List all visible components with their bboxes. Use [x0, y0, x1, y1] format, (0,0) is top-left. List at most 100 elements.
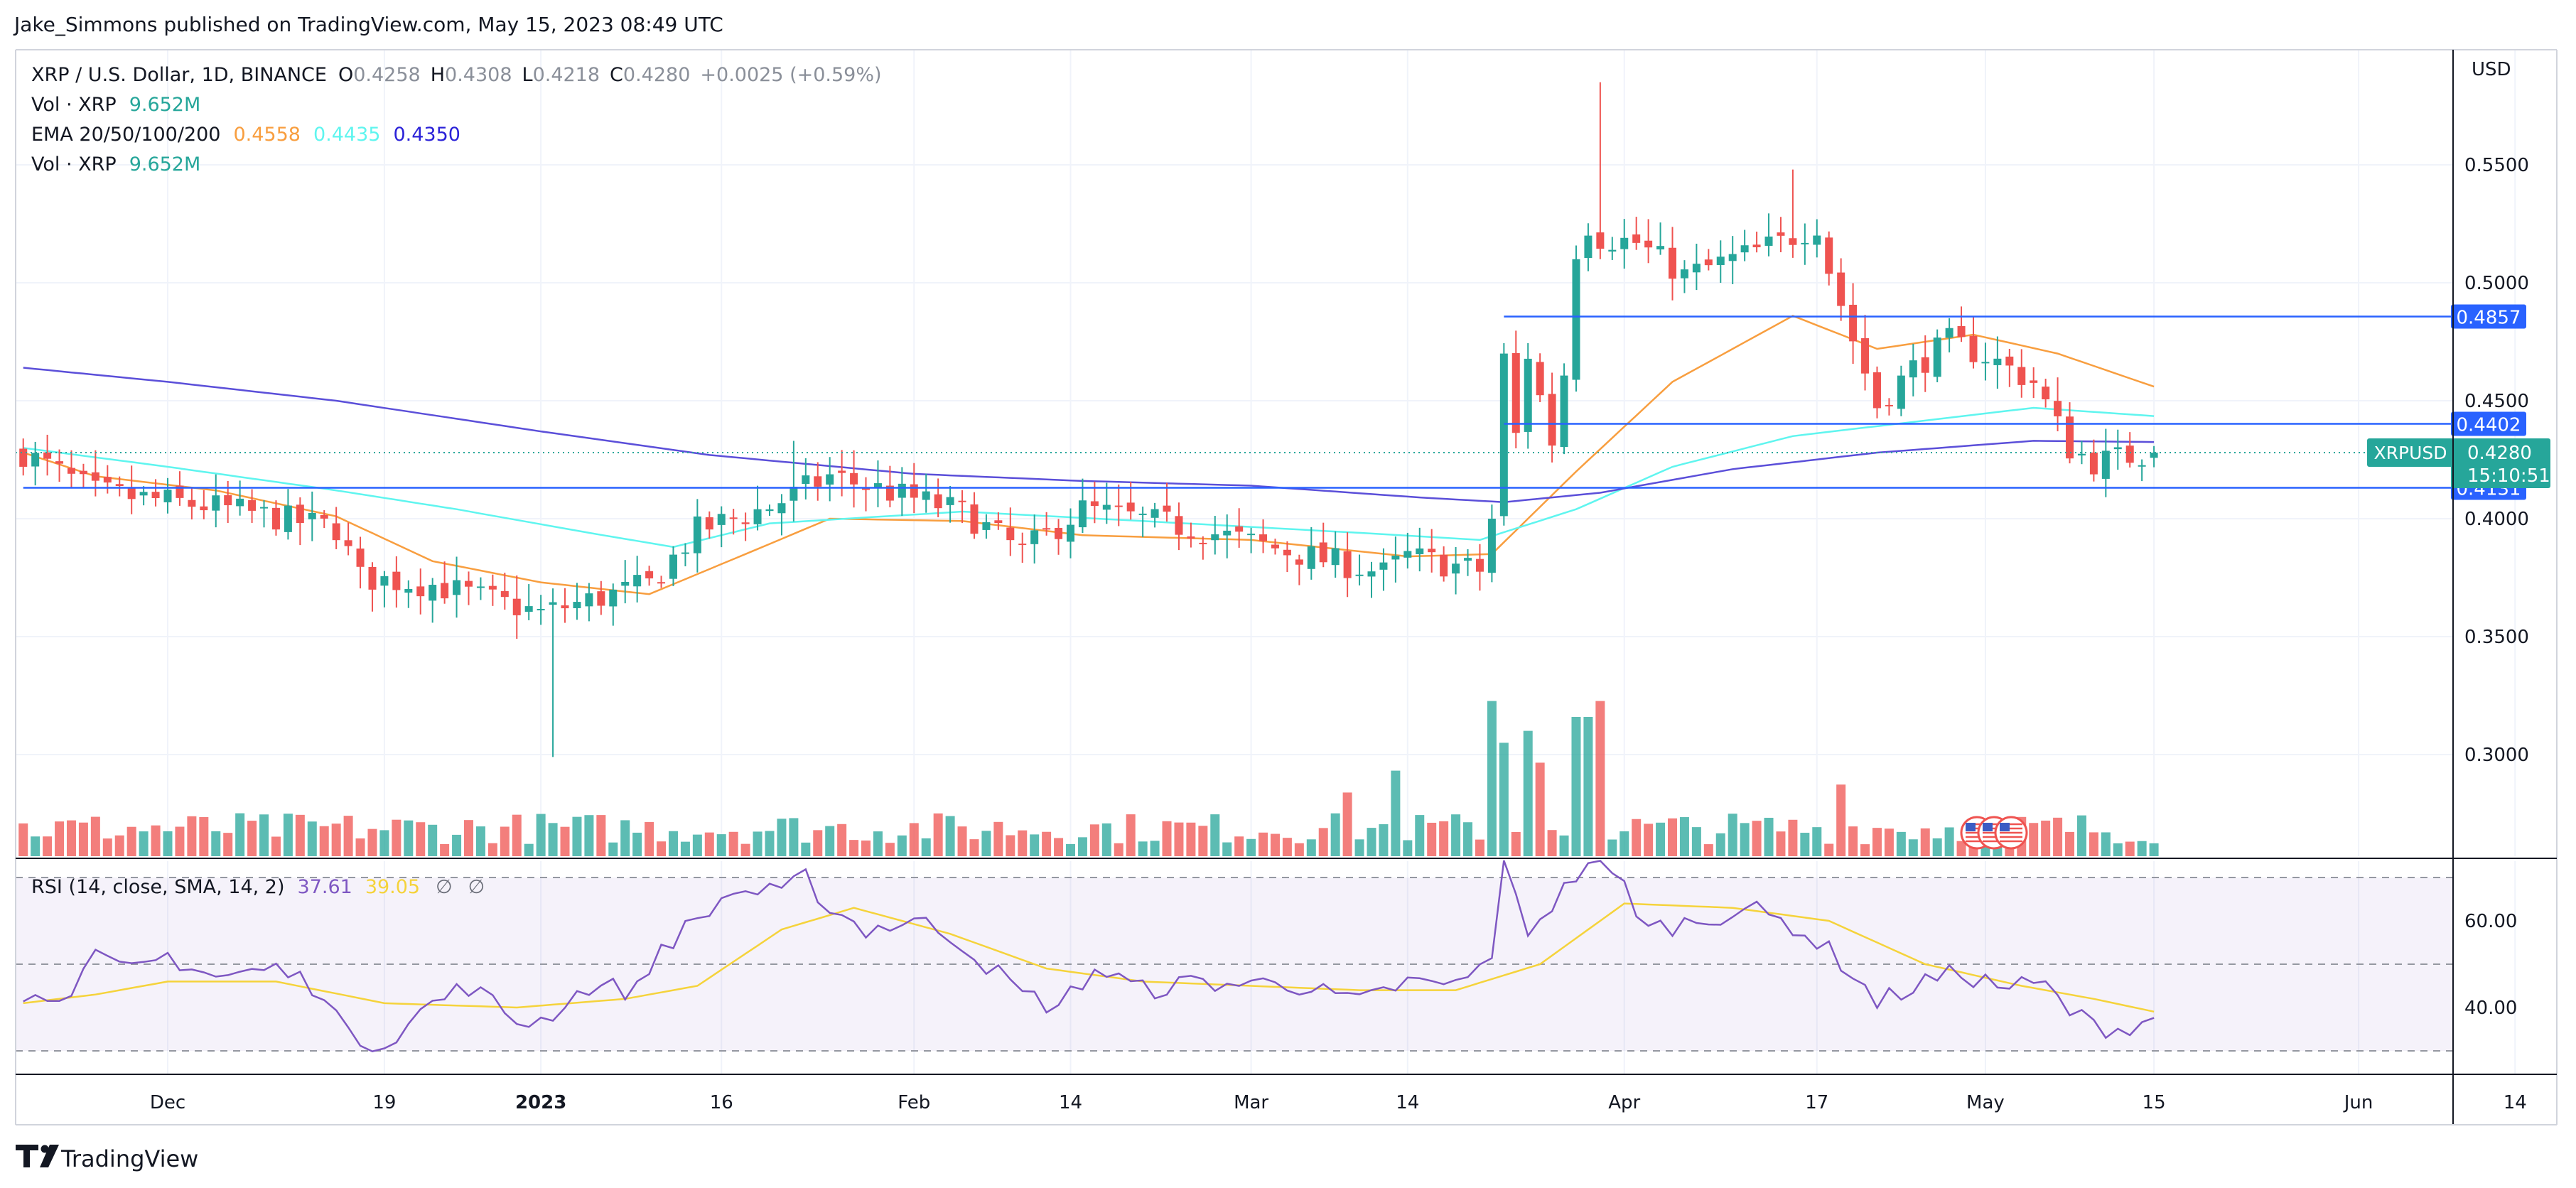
volume-bar	[921, 838, 931, 856]
legend-symbol[interactable]: XRP / U.S. Dollar, 1D, BINANCE	[31, 64, 327, 86]
candle-body	[1632, 234, 1641, 243]
volume-bar	[1487, 701, 1497, 856]
volume-bar	[2089, 832, 2098, 856]
volume-bar	[1632, 819, 1642, 856]
candle-body	[573, 602, 581, 608]
candle-body	[416, 586, 425, 597]
tradingview-logo[interactable]: TradingView	[16, 1145, 198, 1172]
candle-body	[1090, 501, 1099, 507]
volume-bar	[1018, 830, 1028, 856]
volume-bar	[1764, 817, 1774, 856]
volume-bar	[1330, 813, 1340, 856]
volume-bar	[2101, 832, 2111, 856]
candle-body	[284, 505, 292, 532]
volume-bar	[1752, 821, 1762, 856]
volume-bar	[235, 813, 245, 856]
volume-bar	[1872, 828, 1882, 856]
volume-bar	[596, 815, 606, 856]
candle-body	[1355, 574, 1364, 576]
candle-body	[31, 453, 40, 467]
candle-body	[200, 506, 208, 511]
volume-bar	[1006, 835, 1015, 856]
legend-ema200: 0.4350	[393, 124, 460, 146]
candle-body	[561, 605, 569, 609]
legend-l-label: L	[522, 64, 533, 86]
legend-ema20: 0.4558	[233, 124, 300, 146]
volume-bar	[1138, 841, 1148, 856]
volume-bar	[199, 816, 209, 856]
level-badge	[2451, 304, 2526, 329]
legend-vol2-row[interactable]: Vol · XRP 9.652M	[31, 153, 200, 176]
volume-bar	[475, 826, 485, 856]
candle-body	[958, 500, 966, 502]
candle-body	[1764, 236, 1773, 246]
candle-body	[1175, 516, 1183, 535]
volume-bar	[861, 840, 871, 856]
legend-vol2-value: 9.652M	[129, 153, 201, 176]
volume-bar	[1559, 835, 1569, 856]
candle-body	[2042, 387, 2050, 400]
legend-ema-row[interactable]: EMA 20/50/100/200 0.4558 0.4435 0.4350	[31, 124, 460, 146]
legend-vol-label: Vol · XRP	[31, 94, 117, 116]
legend-o-label: O	[338, 64, 353, 86]
legend-open: 0.4258	[353, 64, 420, 86]
volume-bar	[175, 826, 185, 856]
event-flags[interactable]	[1960, 816, 2028, 850]
candle-body	[55, 461, 64, 464]
volume-bar	[716, 834, 726, 856]
candle-body	[103, 477, 112, 483]
volume-bar	[1066, 843, 1075, 856]
candle-body	[1211, 534, 1219, 541]
us-flag-event-icon[interactable]	[1994, 816, 2028, 850]
candle-body	[1391, 556, 1400, 560]
candle-body	[1957, 325, 1966, 338]
candle-body	[1102, 504, 1111, 510]
volume-bar	[1547, 830, 1557, 856]
candle-body	[2113, 447, 2122, 450]
legend-vol-row[interactable]: Vol · XRP 9.652M	[31, 94, 200, 116]
volume-bar	[1836, 784, 1846, 856]
rsi-legend[interactable]: RSI (14, close, SMA, 14, 2) 37.61 39.05 ∅ ∅	[31, 876, 485, 898]
candle-body	[1777, 232, 1785, 236]
candle-body	[1644, 240, 1653, 248]
candle-body	[1271, 544, 1279, 549]
volume-bar	[379, 830, 389, 856]
pane-borders	[15, 49, 2558, 1125]
level-badge	[2451, 411, 2526, 436]
candle-body	[621, 581, 630, 586]
candle-body	[705, 517, 713, 530]
volume-bar	[885, 843, 895, 856]
candle-body	[1837, 272, 1845, 306]
volume-bar	[969, 839, 979, 856]
volume-bar	[572, 816, 582, 856]
candle-body	[693, 516, 701, 554]
volume-bar	[1499, 742, 1509, 856]
volume-bar	[1150, 841, 1160, 856]
candle-body	[1114, 505, 1123, 507]
volume-bar	[849, 840, 859, 856]
candle-body	[1536, 362, 1544, 396]
candle-body	[1572, 259, 1580, 380]
candle-body	[465, 580, 473, 587]
candle-body	[1752, 244, 1761, 247]
candle-body	[344, 540, 352, 546]
tradingview-logo-icon	[16, 1145, 59, 1167]
candle-body	[1813, 235, 1821, 245]
candle-body	[1704, 259, 1713, 266]
volume-bar	[1776, 831, 1786, 856]
volume-bar	[933, 813, 943, 856]
volume-bar	[1403, 840, 1413, 856]
volume-bar	[728, 831, 738, 856]
volume-bar	[1620, 831, 1629, 856]
candle-body	[1138, 513, 1147, 515]
volume-bar	[1595, 701, 1605, 856]
price-tick-label: 0.4500	[2464, 391, 2529, 412]
volume-bar	[1740, 823, 1750, 856]
volume-bar	[1788, 819, 1798, 856]
rsi-sma-line	[23, 902, 2155, 1013]
candle-body	[1680, 269, 1688, 279]
candle-body	[549, 602, 557, 605]
volume-bar	[1282, 838, 1292, 856]
candle-body	[500, 590, 509, 598]
